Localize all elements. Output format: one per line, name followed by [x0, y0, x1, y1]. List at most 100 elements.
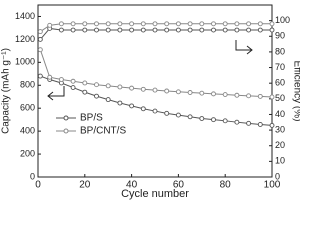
data-point	[164, 21, 170, 27]
data-point	[129, 21, 135, 27]
data-point	[82, 89, 88, 95]
data-point	[199, 27, 205, 33]
data-point	[175, 89, 181, 95]
x-axis-title: Cycle number	[121, 188, 189, 200]
data-point	[129, 85, 135, 91]
data-point	[105, 97, 111, 103]
y2-tick-label: 30	[275, 124, 285, 134]
data-point	[164, 88, 170, 94]
y-tick-label: 1000	[15, 57, 35, 67]
data-point	[211, 21, 216, 27]
data-point	[152, 21, 158, 27]
data-point	[222, 92, 228, 98]
y2-tick-label: 0	[275, 171, 280, 181]
data-point	[82, 27, 88, 33]
legend-label: BP/S	[80, 113, 103, 124]
data-point	[117, 84, 123, 90]
data-point	[246, 93, 252, 99]
legend-marker	[63, 115, 69, 121]
data-point	[140, 27, 146, 33]
plot-frame	[37, 4, 273, 178]
data-point	[199, 21, 205, 27]
data-point	[246, 27, 252, 33]
data-point	[94, 93, 99, 99]
data-point	[47, 22, 53, 28]
data-point	[152, 108, 158, 114]
x-tick-label: 100	[264, 180, 281, 191]
y-tick-label: 1200	[15, 34, 35, 44]
data-point	[234, 119, 240, 125]
data-point	[257, 93, 263, 99]
data-point	[70, 21, 76, 27]
data-point	[82, 80, 88, 86]
data-point	[164, 27, 170, 33]
data-point	[187, 90, 193, 95]
data-point	[175, 21, 181, 27]
data-point	[105, 21, 111, 27]
x-tick-label: 40	[126, 180, 138, 191]
y2-tick-label: 90	[275, 31, 285, 41]
y2-tick-label: 60	[275, 78, 285, 88]
data-point	[234, 27, 240, 33]
data-point	[94, 21, 99, 27]
data-point	[37, 29, 43, 35]
data-point	[246, 21, 252, 27]
data-point	[257, 21, 263, 27]
data-point	[234, 21, 240, 27]
y-tick-label: 400	[20, 126, 35, 136]
data-point	[257, 122, 263, 127]
arrow-left	[47, 86, 65, 101]
data-point	[117, 27, 123, 33]
y2-tick-label: 80	[275, 46, 285, 56]
data-point	[94, 27, 99, 33]
legend-label: BP/CNT/S	[80, 126, 126, 137]
data-point	[117, 100, 123, 106]
chart: Cycle number Capacity (mAh g⁻¹) Efficien…	[1, 4, 300, 200]
data-point	[140, 86, 146, 92]
data-point	[257, 27, 263, 33]
data-point	[187, 114, 193, 120]
data-point	[140, 106, 146, 112]
y2-tick-label: 50	[275, 93, 285, 103]
data-point	[211, 27, 216, 33]
data-point	[222, 27, 228, 33]
data-point	[269, 27, 275, 33]
x-tick-label: 0	[35, 180, 41, 191]
data-point	[37, 36, 43, 42]
y-tick-label: 800	[20, 80, 35, 90]
data-point	[164, 110, 170, 116]
data-point	[187, 27, 193, 33]
x-tick-label: 80	[220, 180, 232, 191]
data-point	[70, 27, 76, 33]
y2-tick-label: 40	[275, 109, 285, 119]
data-point	[269, 122, 275, 128]
data-point	[117, 21, 123, 27]
y-tick-label: 1400	[15, 11, 35, 21]
data-point	[269, 21, 275, 27]
data-point	[222, 21, 228, 27]
data-point	[129, 27, 135, 33]
data-point	[58, 77, 64, 82]
data-point	[246, 120, 252, 126]
y-axis-title: Capacity (mAh g⁻¹)	[1, 48, 12, 134]
data-point	[175, 27, 181, 33]
data-point	[129, 103, 135, 109]
data-point	[175, 112, 181, 118]
data-point	[37, 47, 43, 53]
data-point	[211, 117, 216, 123]
y-tick-label: 0	[30, 171, 35, 181]
y2-tick-label: 10	[275, 156, 285, 166]
data-point	[187, 21, 193, 27]
y-tick-label: 600	[20, 103, 35, 113]
arrow-right	[235, 40, 253, 55]
data-point	[269, 94, 275, 100]
x-tick-label: 20	[79, 180, 91, 191]
data-point	[211, 91, 216, 97]
data-point	[58, 21, 64, 27]
legend-marker	[63, 128, 69, 134]
data-point	[37, 73, 43, 79]
data-point	[152, 27, 158, 33]
data-point	[140, 21, 146, 27]
data-point	[82, 21, 88, 27]
y2-tick-label: 20	[275, 140, 285, 150]
